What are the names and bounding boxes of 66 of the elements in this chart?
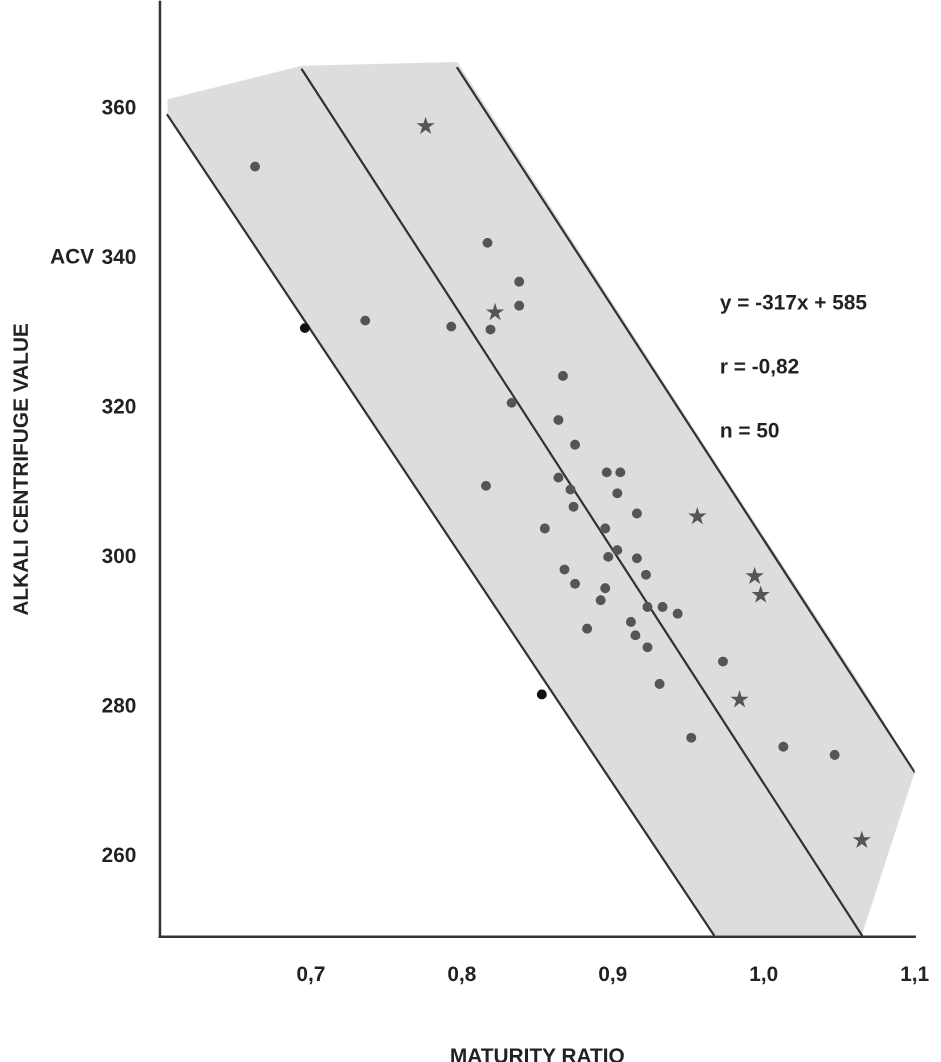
point (672, 608, 683, 619)
y-tick-label: 280 (102, 697, 136, 713)
point (482, 237, 493, 248)
point (250, 161, 260, 172)
point (688, 506, 707, 525)
point (568, 501, 579, 512)
point (657, 602, 668, 612)
point (600, 583, 611, 594)
point (603, 551, 614, 562)
annotation: n = 50 (721, 422, 779, 438)
x-tick-label: 0,9 (599, 966, 627, 985)
point (299, 323, 310, 334)
point (514, 300, 525, 311)
point (539, 523, 550, 534)
point (600, 523, 611, 534)
point (751, 585, 770, 603)
y-tick-label: 260 (102, 847, 136, 863)
y-tick-label: 320 (102, 398, 136, 414)
point (778, 741, 789, 752)
point (446, 321, 457, 332)
annotation: r = -0,82 (721, 358, 799, 377)
point (641, 569, 651, 580)
point (570, 439, 580, 450)
point (654, 679, 665, 689)
point (612, 545, 623, 556)
annotation: y = -317x + 585 (720, 294, 867, 314)
point (730, 690, 749, 708)
text: ACV (50, 248, 94, 264)
point (514, 276, 525, 287)
y-tick-label: 340 (102, 249, 136, 265)
point (565, 484, 576, 495)
x-tick-label: 0,7 (297, 966, 325, 985)
point (570, 578, 580, 589)
point (360, 315, 371, 326)
point (481, 480, 491, 491)
point (559, 564, 570, 575)
point (553, 415, 564, 425)
point (632, 508, 642, 519)
point (506, 397, 517, 408)
point (485, 302, 505, 321)
point (852, 830, 871, 848)
point (416, 116, 435, 134)
point (485, 324, 496, 335)
point (612, 488, 623, 499)
x-tick-label: 1,0 (750, 966, 778, 985)
x-tick-label: 0,8 (448, 966, 476, 985)
y-axis-title: ALKALI CENTRIFUGE VALUE (13, 324, 29, 616)
point (718, 656, 728, 667)
point (582, 623, 593, 634)
point (745, 566, 764, 585)
point (630, 630, 641, 641)
point (615, 467, 626, 478)
point (642, 642, 653, 653)
x-tick-label: 1,1 (901, 966, 929, 985)
point (601, 467, 612, 478)
point (558, 371, 568, 381)
point (595, 595, 606, 606)
y-tick-label: 360 (102, 99, 136, 115)
point (829, 750, 840, 760)
point (625, 617, 636, 627)
point (642, 602, 653, 612)
point (536, 689, 547, 700)
point (686, 732, 697, 743)
point (632, 553, 642, 564)
y-tick-label: 300 (102, 548, 136, 564)
point (553, 472, 564, 483)
